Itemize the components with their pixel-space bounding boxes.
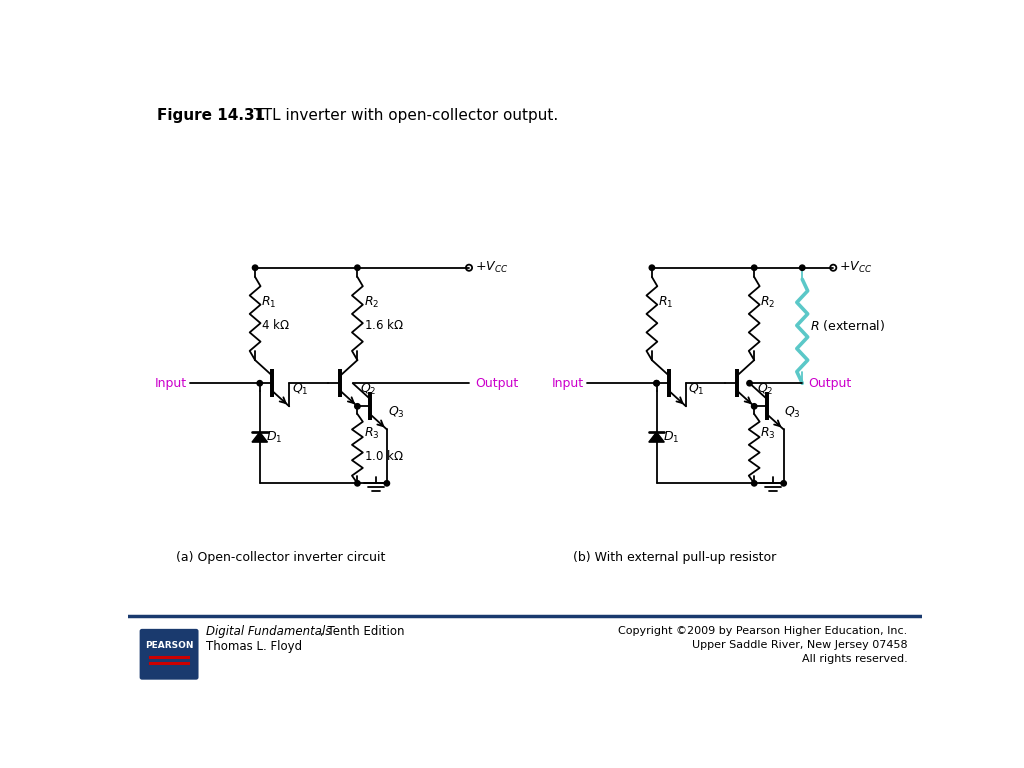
- Circle shape: [752, 481, 757, 486]
- Circle shape: [752, 404, 757, 409]
- Circle shape: [384, 481, 389, 486]
- Text: 4 k$\Omega$: 4 k$\Omega$: [261, 318, 290, 332]
- Polygon shape: [649, 432, 665, 442]
- Text: $D_1$: $D_1$: [663, 429, 679, 445]
- Text: Copyright ©2009 by Pearson Higher Education, Inc.: Copyright ©2009 by Pearson Higher Educat…: [618, 626, 907, 636]
- Text: All rights reserved.: All rights reserved.: [802, 654, 907, 664]
- Text: $R_2$: $R_2$: [761, 295, 776, 310]
- FancyBboxPatch shape: [139, 629, 199, 680]
- Text: $Q_1$: $Q_1$: [292, 382, 308, 397]
- Text: Input: Input: [552, 377, 584, 389]
- Text: $Q_2$: $Q_2$: [359, 382, 376, 397]
- Text: $Q_1$: $Q_1$: [688, 382, 705, 397]
- Text: $D_1$: $D_1$: [266, 429, 283, 445]
- Text: $Q_3$: $Q_3$: [388, 405, 404, 420]
- Circle shape: [746, 380, 753, 386]
- Polygon shape: [252, 432, 267, 442]
- Text: $R_1$: $R_1$: [261, 295, 276, 310]
- Circle shape: [649, 265, 654, 270]
- Text: Figure 14.31: Figure 14.31: [158, 108, 265, 123]
- Circle shape: [781, 481, 786, 486]
- Text: $R$ (external): $R$ (external): [810, 318, 885, 333]
- Circle shape: [354, 481, 360, 486]
- Text: TTL inverter with open-collector output.: TTL inverter with open-collector output.: [239, 108, 558, 123]
- Text: Input: Input: [155, 377, 187, 389]
- Circle shape: [654, 380, 659, 386]
- Text: $R_2$: $R_2$: [364, 295, 379, 310]
- Text: 1.0 k$\Omega$: 1.0 k$\Omega$: [364, 449, 403, 462]
- Circle shape: [654, 380, 659, 386]
- Text: PEARSON: PEARSON: [144, 641, 194, 650]
- Text: , Tenth Edition: , Tenth Edition: [321, 624, 404, 637]
- Circle shape: [354, 265, 360, 270]
- Text: Upper Saddle River, New Jersey 07458: Upper Saddle River, New Jersey 07458: [692, 640, 907, 650]
- Circle shape: [354, 404, 360, 409]
- Text: Thomas L. Floyd: Thomas L. Floyd: [206, 640, 302, 653]
- Text: Output: Output: [809, 377, 852, 389]
- Circle shape: [752, 265, 757, 270]
- Text: $+V_{CC}$: $+V_{CC}$: [475, 260, 508, 275]
- Text: $Q_2$: $Q_2$: [757, 382, 773, 397]
- Text: $Q_3$: $Q_3$: [784, 405, 801, 420]
- Text: Output: Output: [475, 377, 518, 389]
- Text: $R_3$: $R_3$: [761, 426, 776, 441]
- Text: 1.6 k$\Omega$: 1.6 k$\Omega$: [364, 318, 403, 332]
- Circle shape: [800, 265, 805, 270]
- Text: Digital Fundamentals: Digital Fundamentals: [206, 624, 331, 637]
- Text: (a) Open-collector inverter circuit: (a) Open-collector inverter circuit: [176, 551, 385, 564]
- Circle shape: [252, 265, 258, 270]
- Text: $R_3$: $R_3$: [364, 426, 379, 441]
- Circle shape: [257, 380, 262, 386]
- Text: (b) With external pull-up resistor: (b) With external pull-up resistor: [572, 551, 776, 564]
- Text: $+V_{CC}$: $+V_{CC}$: [840, 260, 872, 275]
- Text: $R_1$: $R_1$: [658, 295, 674, 310]
